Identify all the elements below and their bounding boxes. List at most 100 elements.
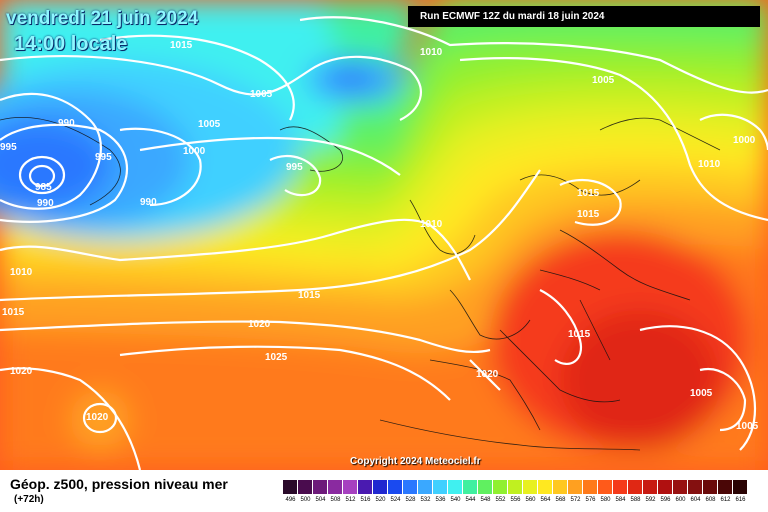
isobar-label: 1020: [476, 369, 499, 380]
legend-tick-label: 552: [495, 497, 506, 503]
legend-swatch: [688, 480, 703, 494]
isobar-label: 1010: [10, 267, 33, 278]
isobar-line: [299, 16, 768, 94]
isobar-label: 1005: [198, 119, 221, 130]
legend-swatch: [628, 480, 643, 494]
legend-tick-label: 616: [735, 497, 746, 503]
isobar-line: [459, 57, 768, 222]
legend-swatch: [343, 480, 358, 494]
legend-swatch: [673, 480, 688, 494]
isobar-label: 1015: [568, 329, 591, 340]
legend-swatch: [583, 480, 598, 494]
isobar-label: 1010: [698, 159, 721, 170]
legend-tick-label: 500: [300, 497, 311, 503]
isobar-label: 990: [58, 118, 75, 129]
isobar-label: 1020: [248, 319, 271, 330]
field-band: [0, 121, 768, 276]
isobar-label: 995: [286, 162, 303, 173]
isobar-line: [28, 164, 56, 188]
model-run-banner: Run ECMWF 12Z du mardi 18 juin 2024: [408, 6, 760, 27]
isobar-label: 1025: [265, 352, 288, 363]
legend-swatch: [403, 480, 418, 494]
legend-tick-label: 520: [375, 497, 386, 503]
isobar-line: [699, 367, 747, 432]
forecast-offset: (+72h): [14, 494, 44, 505]
isobar-line: [0, 218, 471, 281]
legend-tick-label: 572: [570, 497, 581, 503]
isobar-label: 1005: [592, 75, 615, 86]
legend-tick-label: 612: [720, 497, 731, 503]
legend-tick-label: 532: [420, 497, 431, 503]
field-band: [70, 390, 130, 450]
legend-swatch: [298, 480, 313, 494]
legend-tick-label: 516: [360, 497, 371, 503]
legend-swatch: [388, 480, 403, 494]
isobar-line: [99, 34, 295, 121]
legend-tick-label: 604: [690, 497, 701, 503]
field-band: [325, 66, 375, 90]
isobar-label: 1005: [250, 89, 273, 100]
legend-swatch: [478, 480, 493, 494]
geopotential-map: 1015 1010 1005 990 985 990 995 995 990 1…: [0, 0, 768, 470]
legend-swatch: [358, 480, 373, 494]
legend-tick-label: 540: [450, 497, 461, 503]
isobar-line: [269, 155, 322, 197]
legend-tick-label: 560: [525, 497, 536, 503]
legend-tick-label: 548: [480, 497, 491, 503]
legend-swatch: [568, 480, 583, 494]
legend-tick-label: 504: [315, 497, 326, 503]
isobar-line: [119, 345, 451, 401]
legend-swatch: [598, 480, 613, 494]
coastlines: [0, 116, 721, 451]
field-band: [560, 310, 720, 450]
legend-swatch: [313, 480, 328, 494]
legend-tick-label: 496: [285, 497, 296, 503]
legend-swatch: [538, 480, 553, 494]
isobar-label: 1010: [420, 47, 443, 58]
isobar-line: [0, 55, 422, 121]
isobar-line: [0, 123, 129, 223]
isobar-label: 1005: [690, 388, 713, 399]
legend-tick-label: 544: [465, 497, 476, 503]
legend-swatch: [493, 480, 508, 494]
map-title: Géop. z500, pression niveau mer: [10, 476, 228, 492]
legend-swatch: [733, 480, 748, 494]
legend-swatch: [508, 480, 523, 494]
isobar-label: 1015: [577, 209, 600, 220]
isobar-label: 1010: [420, 219, 443, 230]
isobar-line: [0, 320, 491, 354]
isobar-label: 1020: [86, 412, 109, 423]
legend-tick-label: 568: [555, 497, 566, 503]
legend-tick-label: 596: [660, 497, 671, 503]
isobar-label: 1015: [298, 290, 321, 301]
isobar-label: 1005: [736, 421, 759, 432]
legend-tick-label: 564: [540, 497, 551, 503]
legend-tick-label: 608: [705, 497, 716, 503]
field-band: [0, 153, 768, 301]
isobar-label: 1015: [170, 40, 193, 51]
isobar-label: 1015: [577, 188, 600, 199]
footer-bar: Géop. z500, pression niveau mer (+72h) 4…: [0, 470, 768, 512]
isobar-line: [0, 367, 142, 470]
isobar-line: [539, 289, 583, 365]
legend-swatch: [418, 480, 433, 494]
legend-tick-label: 592: [645, 497, 656, 503]
legend-swatch: [373, 480, 388, 494]
forecast-date: vendredi 21 juin 2024: [6, 8, 199, 29]
legend-tick-label: 524: [390, 497, 401, 503]
legend-swatch: [718, 480, 733, 494]
isobar-label: 985: [35, 182, 52, 193]
legend-tick-label: 588: [630, 497, 641, 503]
isobar-line: [18, 155, 66, 195]
legend-tick-label: 580: [600, 497, 611, 503]
isobar-label: 995: [0, 142, 17, 153]
legend-swatch: [553, 480, 568, 494]
legend-swatch: [643, 480, 658, 494]
isobar-line: [139, 136, 401, 176]
legend-swatch: [523, 480, 538, 494]
legend-swatch: [433, 480, 448, 494]
legend-tick-label: 512: [345, 497, 356, 503]
isobar-line: [0, 169, 541, 302]
legend-tick-label: 556: [510, 497, 521, 503]
